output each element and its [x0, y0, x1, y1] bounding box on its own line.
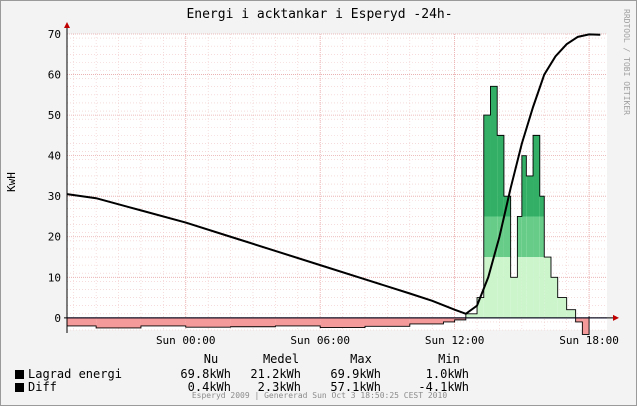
- x-tick-label: Sun 00:00: [156, 334, 216, 346]
- legend-value-max: 57.1kWh: [330, 380, 381, 394]
- diff-bar: [140, 317, 186, 326]
- diff-bar-dark: [539, 196, 545, 217]
- diff-bar-dark: [497, 135, 504, 217]
- diff-bar: [96, 317, 141, 328]
- diff-bar: [582, 317, 590, 335]
- x-axis-arrow: [613, 314, 619, 321]
- y-tick-label: 30: [48, 190, 61, 203]
- diff-bar-mid: [517, 216, 522, 258]
- diff-bar-dark: [490, 86, 498, 217]
- legend-swatch: [15, 370, 24, 379]
- y-tick-label: 10: [48, 271, 61, 284]
- diff-bar: [477, 297, 484, 318]
- legend-header-min: Min: [438, 352, 460, 366]
- diff-bar: [575, 317, 583, 322]
- y-tick-label: 70: [48, 28, 61, 41]
- diff-bar: [185, 317, 231, 328]
- diff-bar: [544, 257, 551, 318]
- diff-bar: [320, 317, 366, 328]
- diff-bar: [443, 317, 455, 322]
- y-tick-label: 20: [48, 231, 61, 244]
- diff-bar-mid: [526, 175, 534, 258]
- diff-bar: [275, 317, 321, 326]
- x-tick-label: Sun 18:00: [559, 334, 619, 346]
- diff-bar-mid: [539, 196, 545, 258]
- legend-header-nu: Nu: [203, 352, 219, 366]
- diff-bar-mid: [503, 196, 511, 258]
- y-tick-label: 0: [54, 312, 61, 325]
- legend-value-min: -4.1kWh: [418, 380, 469, 394]
- y-tick-label: 50: [48, 109, 61, 122]
- diff-bar-dark: [521, 155, 527, 217]
- legend-value-nu: 69.8kWh: [180, 367, 231, 381]
- legend-value-medel: 2.3kWh: [257, 380, 301, 394]
- x-tick-label: Sun 06:00: [290, 334, 350, 346]
- series-diff-line: [67, 85, 590, 335]
- y-axis-label: KwH: [5, 172, 18, 192]
- x-tick-label: Sun 12:00: [425, 334, 485, 346]
- legend-row: Diff: [15, 380, 57, 394]
- y-tick-label: 40: [48, 150, 61, 163]
- legend-row: Lagrad energi: [15, 367, 122, 381]
- svg-text:RRDTOOL / TOBI OETIKER: RRDTOOL / TOBI OETIKER: [622, 9, 631, 115]
- footer: Esperyd 2009 | Genererad Sun Oct 3 18:50…: [191, 391, 448, 400]
- legend-header-max: Max: [350, 352, 372, 366]
- legend-value-medel: 21.2kWh: [250, 367, 301, 381]
- legend-swatch: [15, 383, 24, 392]
- diff-bar: [557, 297, 567, 318]
- legend-series-name: Diff: [28, 380, 57, 394]
- y-axis-arrow: [64, 22, 70, 28]
- y-tick-label: 60: [48, 69, 61, 82]
- chart-area: 0 10 20 30 40 50 60 70 Sun 00:00 Sun 06:00 Sun 12:…: [5, 22, 619, 346]
- diff-bar: [465, 313, 478, 318]
- legend-value-max: 69.9kWh: [330, 367, 381, 381]
- chart-title: Energi i acktankar i Esperyd -24h-: [186, 7, 453, 22]
- diff-bar: [510, 277, 518, 318]
- rrdtool-watermark: RRDTOOL / TOBI OETIKER: [622, 9, 631, 115]
- diff-bar: [67, 317, 97, 326]
- diff-bar: [566, 309, 576, 318]
- diff-bar-dark: [483, 115, 491, 217]
- series-lagrad-energi-line: [66, 33, 601, 315]
- diff-bar: [454, 317, 466, 320]
- diff-bar-dark: [526, 175, 534, 217]
- legend-value-nu: 0.4kWh: [187, 380, 231, 394]
- diff-bar: [409, 317, 444, 324]
- diff-bar: [365, 317, 410, 327]
- legend-value-min: 1.0kWh: [425, 367, 469, 381]
- diff-bar: [230, 317, 276, 327]
- diff-bar-dark: [533, 135, 540, 217]
- diff-bar: [517, 216, 522, 318]
- legend-series-name: Lagrad energi: [28, 367, 122, 381]
- diff-bar: [550, 277, 558, 318]
- legend-header-medel: Medel: [262, 352, 300, 366]
